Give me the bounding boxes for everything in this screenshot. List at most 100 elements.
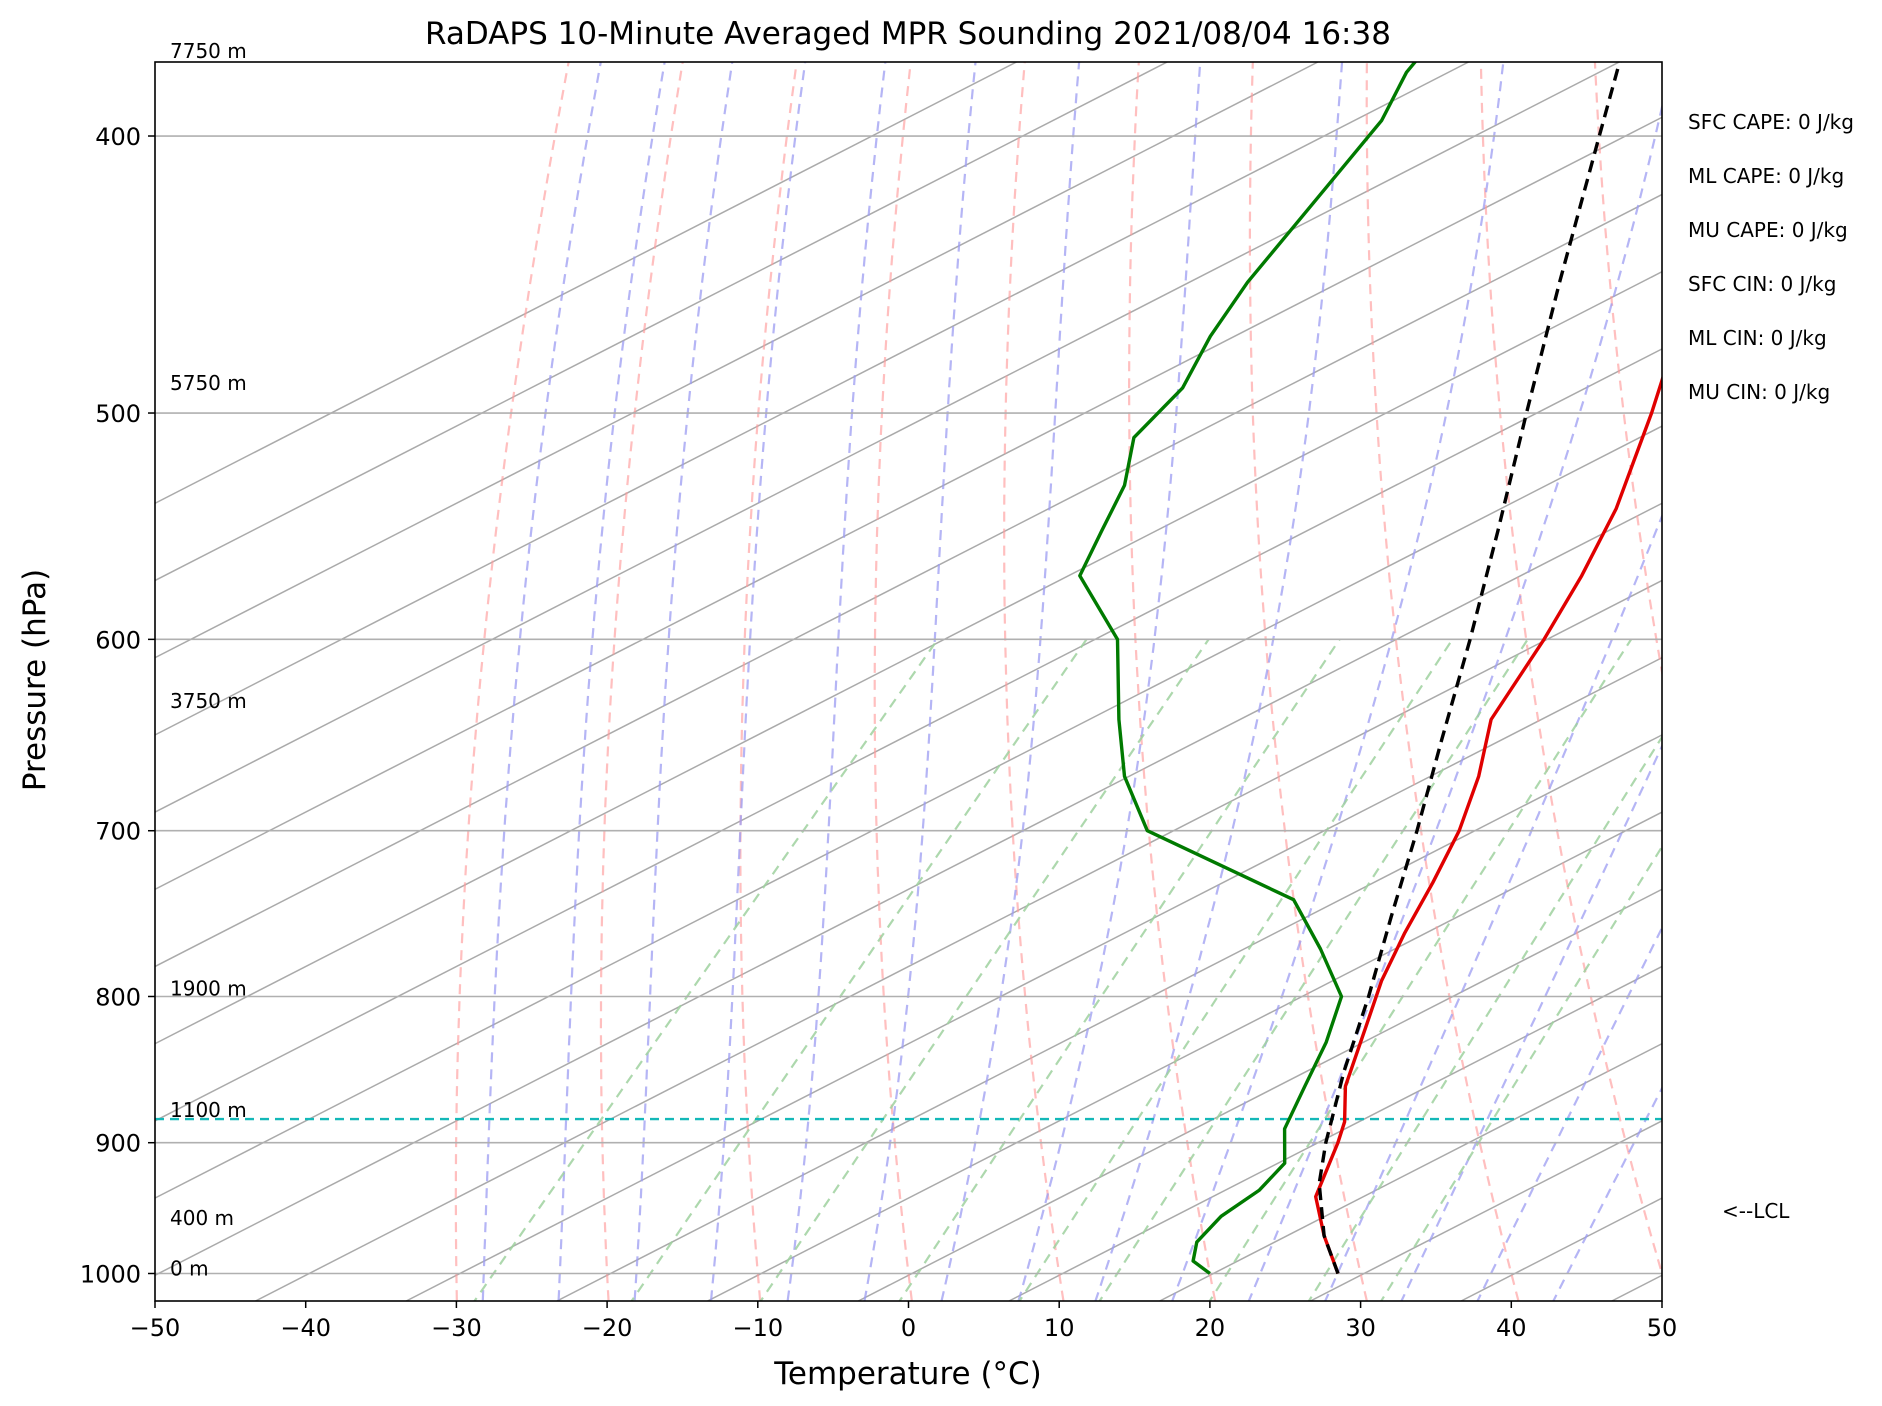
y-axis-ticks: 1002003004005006007008009001000 <box>80 123 155 1289</box>
isotherm-line <box>405 656 1662 1301</box>
moist-adiabat <box>786 62 887 1301</box>
moist-adiabat <box>633 62 734 1301</box>
isotherm-line <box>707 811 1662 1301</box>
plot-frame <box>154 61 1663 1302</box>
mixing-ratio-line <box>1307 735 1662 1301</box>
isotherm-line <box>1460 1197 1662 1301</box>
moist-adiabat <box>1324 513 1662 1301</box>
x-tick-label: 50 <box>1647 1314 1678 1342</box>
dewpoint-line <box>1078 62 1418 1275</box>
moist-adiabat <box>940 62 1081 1301</box>
isotherm-line <box>857 888 1662 1301</box>
x-tick-label: −30 <box>431 1314 482 1342</box>
x-tick-label: −50 <box>130 1314 181 1342</box>
moist-adiabat <box>863 62 977 1301</box>
moist-adiabat <box>709 62 807 1301</box>
isotherm-line <box>1159 1042 1662 1301</box>
isotherm-line <box>155 116 1662 891</box>
mixing-ratio-line <box>1098 638 1529 1301</box>
x-tick-label: 30 <box>1345 1314 1376 1342</box>
x-tick-label: 0 <box>901 1314 916 1342</box>
dry-adiabat <box>1365 62 1520 1301</box>
dry-adiabat <box>1248 62 1368 1301</box>
isotherm-line <box>155 502 1662 1277</box>
moist-adiabat <box>481 62 602 1301</box>
y-tick-label: 600 <box>95 626 141 654</box>
x-tick-label: 20 <box>1195 1314 1226 1342</box>
isotherm-line <box>155 348 1662 1122</box>
isotherm-line <box>155 62 1168 582</box>
height-label: 400 m <box>170 1206 234 1230</box>
index-label: SFC CIN: 0 J/kg <box>1688 272 1836 296</box>
x-tick-label: −40 <box>280 1314 331 1342</box>
isotherm-line <box>1008 965 1662 1301</box>
height-label: 5750 m <box>170 371 247 395</box>
height-label: 3750 m <box>170 689 247 713</box>
isotherm-line <box>1310 1120 1662 1301</box>
isotherm-line <box>155 62 1620 813</box>
x-tick-label: −20 <box>582 1314 633 1342</box>
x-tick-label: 10 <box>1044 1314 1075 1342</box>
height-label: 7750 m <box>170 39 247 63</box>
isotherm-line <box>155 62 1469 736</box>
isotherm-line <box>1763 62 1882 1301</box>
isotherm-line <box>155 270 1662 1045</box>
mixing-ratio-line <box>759 638 1210 1301</box>
moist-adiabat <box>1400 743 1662 1301</box>
x-tick-label: −10 <box>732 1314 783 1342</box>
y-tick-label: 500 <box>95 400 141 428</box>
chart-title: RaDAPS 10-Minute Averaged MPR Sounding 2… <box>425 16 1391 52</box>
dry-adiabat <box>739 62 798 1301</box>
dry-adiabat <box>1479 62 1662 1278</box>
dry-adiabat <box>1696 0 1882 1334</box>
isotherm-line <box>155 425 1662 1199</box>
y-tick-label: 700 <box>95 818 141 846</box>
mixing-ratio-line <box>473 638 939 1301</box>
moist-adiabat <box>1552 1085 1662 1301</box>
y-axis-label: Pressure (hPa) <box>17 569 53 791</box>
height-label: 0 m <box>170 1257 209 1281</box>
mixing-ratio-line <box>1018 638 1454 1301</box>
index-label: ML CAPE: 0 J/kg <box>1688 164 1844 188</box>
x-axis-ticks: −50 −40 −30 −20 −10 0 10 20 30 40 50 <box>130 1301 1678 1342</box>
index-label: MU CIN: 0 J/kg <box>1688 380 1830 404</box>
x-axis-label: Temperature (°C) <box>773 1356 1042 1392</box>
y-tick-label: 900 <box>95 1130 141 1158</box>
series-layer <box>1078 62 1662 1275</box>
mixing-ratio-line <box>898 638 1341 1301</box>
moist-adiabat <box>1476 925 1662 1301</box>
x-tick-label: 40 <box>1496 1314 1527 1342</box>
isotherm-line <box>1611 1274 1662 1301</box>
temperature-line <box>1313 374 1662 1275</box>
isobar-grid <box>155 135 1662 1275</box>
y-tick-label: 800 <box>95 983 141 1011</box>
dry-adiabat <box>873 62 913 1301</box>
parcel-line <box>1317 62 1622 1275</box>
y-tick-label: 400 <box>95 123 141 151</box>
isotherm-line <box>155 62 1017 505</box>
moist-adiabat <box>557 62 666 1301</box>
mixing-ratio-line <box>630 638 1088 1301</box>
isotherm-line <box>255 579 1662 1301</box>
y-tick-label: 1000 <box>80 1261 141 1289</box>
moist-adiabat <box>1094 62 1344 1301</box>
isotherm-line <box>155 62 1319 659</box>
mixing-ratio-line <box>1379 844 1662 1301</box>
moist-adiabat <box>1017 62 1202 1301</box>
stability-indices: SFC CAPE: 0 J/kg ML CAPE: 0 J/kg MU CAPE: … <box>1688 110 1854 404</box>
background-lines <box>155 0 1882 1334</box>
moist-adiabat <box>1171 62 1505 1301</box>
index-label: SFC CAPE: 0 J/kg <box>1688 110 1854 134</box>
isotherm-line <box>556 734 1662 1301</box>
dry-adiabat <box>1127 62 1217 1301</box>
dry-adiabat <box>1003 62 1065 1301</box>
dry-adiabat <box>454 62 570 1301</box>
dry-adiabat <box>1800 0 1882 1334</box>
isotherm-line <box>155 193 1662 968</box>
index-label: ML CIN: 0 J/kg <box>1688 326 1827 350</box>
dry-adiabat <box>599 62 684 1301</box>
height-label: 1100 m <box>170 1098 247 1122</box>
dry-adiabat <box>1593 62 1662 678</box>
